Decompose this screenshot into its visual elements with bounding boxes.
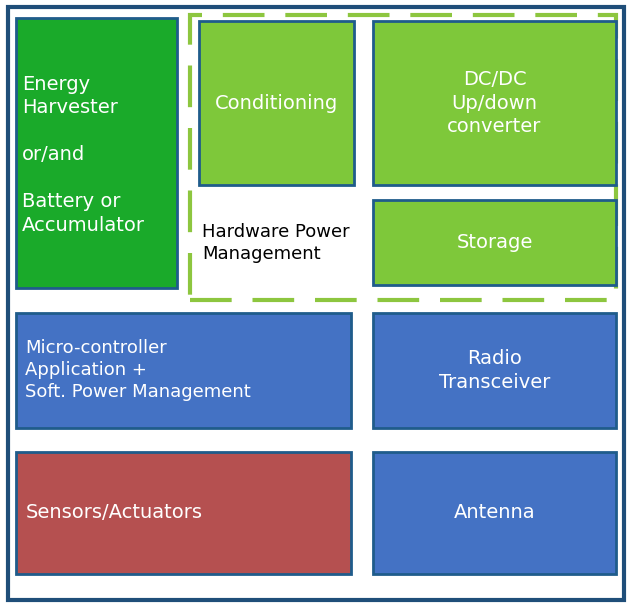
Bar: [199, 21, 354, 185]
Bar: [373, 21, 616, 185]
Bar: [16, 313, 351, 428]
Text: Conditioning: Conditioning: [215, 93, 338, 113]
Text: Radio
Transceiver: Radio Transceiver: [439, 349, 550, 392]
Text: Sensors/Actuators: Sensors/Actuators: [25, 503, 202, 523]
Bar: [16, 452, 351, 574]
Bar: [373, 452, 616, 574]
Text: Storage: Storage: [456, 233, 533, 253]
Text: Antenna: Antenna: [454, 503, 535, 523]
Text: Energy
Harvester

or/and

Battery or
Accumulator: Energy Harvester or/and Battery or Accum…: [22, 75, 145, 235]
Bar: [373, 200, 616, 285]
Text: Micro-controller
Application +
Soft. Power Management: Micro-controller Application + Soft. Pow…: [25, 339, 251, 401]
Bar: [190, 15, 616, 300]
Bar: [16, 18, 177, 288]
Text: DC/DC
Up/down
converter: DC/DC Up/down converter: [447, 70, 542, 136]
Text: Hardware Power
Management: Hardware Power Management: [202, 223, 350, 263]
Bar: [373, 313, 616, 428]
